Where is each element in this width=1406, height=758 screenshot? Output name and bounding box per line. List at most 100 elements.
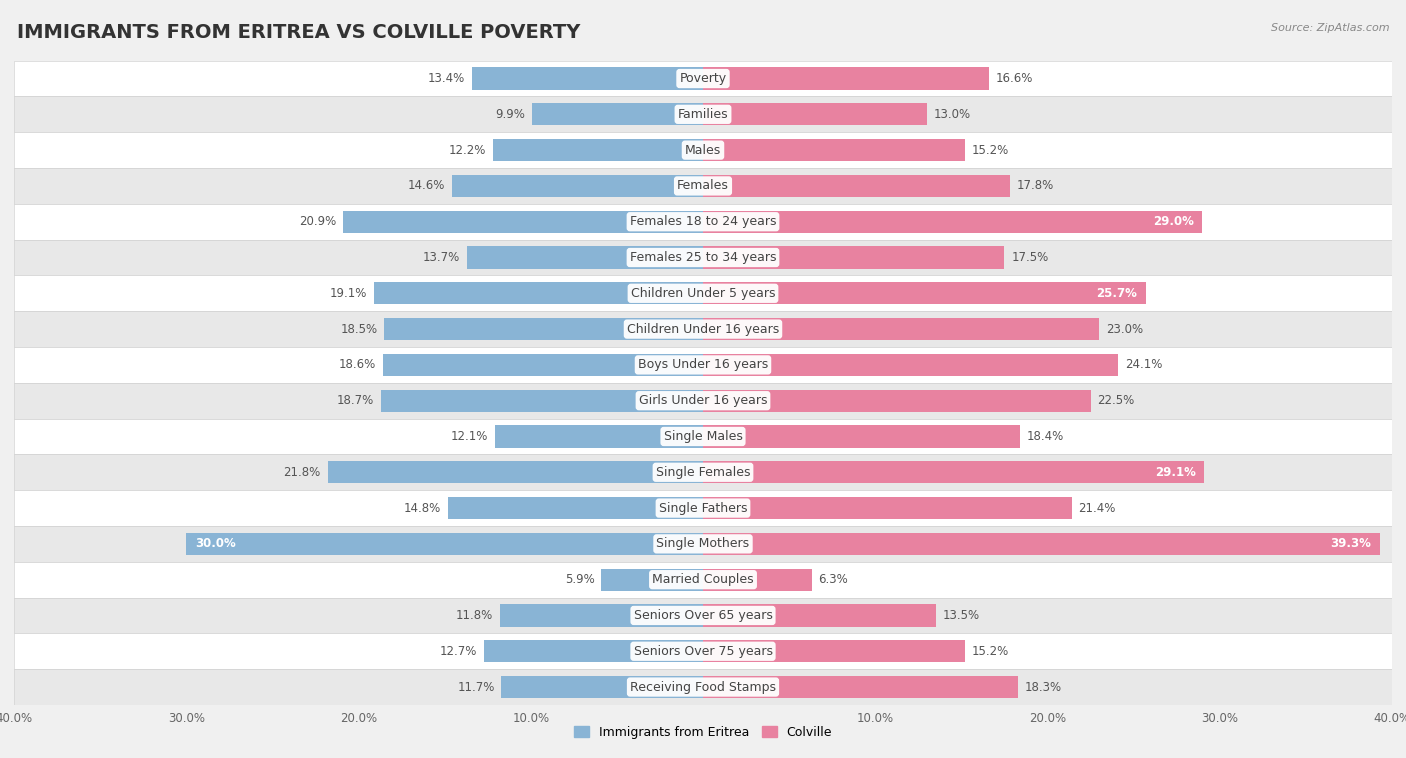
Text: Seniors Over 75 years: Seniors Over 75 years bbox=[634, 645, 772, 658]
Bar bbox=[703, 461, 1204, 484]
Bar bbox=[14, 204, 1392, 240]
Bar bbox=[14, 96, 1392, 132]
Text: 24.1%: 24.1% bbox=[1125, 359, 1163, 371]
Bar bbox=[602, 568, 703, 590]
Text: 30.0%: 30.0% bbox=[195, 537, 236, 550]
Text: 5.9%: 5.9% bbox=[565, 573, 595, 586]
Bar bbox=[703, 425, 1019, 447]
Text: Receiving Food Stamps: Receiving Food Stamps bbox=[630, 681, 776, 694]
Text: Single Females: Single Females bbox=[655, 465, 751, 479]
Text: 12.7%: 12.7% bbox=[440, 645, 478, 658]
Text: 39.3%: 39.3% bbox=[1330, 537, 1371, 550]
Bar bbox=[703, 139, 965, 161]
Bar bbox=[703, 497, 1071, 519]
Bar bbox=[484, 641, 703, 662]
Text: IMMIGRANTS FROM ERITREA VS COLVILLE POVERTY: IMMIGRANTS FROM ERITREA VS COLVILLE POVE… bbox=[17, 23, 581, 42]
Bar bbox=[374, 282, 703, 305]
Text: Single Mothers: Single Mothers bbox=[657, 537, 749, 550]
Text: Married Couples: Married Couples bbox=[652, 573, 754, 586]
Bar bbox=[14, 526, 1392, 562]
Bar bbox=[703, 604, 935, 627]
Bar bbox=[703, 246, 1004, 268]
Text: 15.2%: 15.2% bbox=[972, 645, 1010, 658]
Text: Females: Females bbox=[678, 180, 728, 193]
Bar bbox=[14, 275, 1392, 312]
Bar bbox=[14, 61, 1392, 96]
Bar bbox=[533, 103, 703, 125]
Bar bbox=[703, 318, 1099, 340]
Bar bbox=[703, 175, 1010, 197]
Text: 18.4%: 18.4% bbox=[1026, 430, 1064, 443]
Text: 9.9%: 9.9% bbox=[496, 108, 526, 121]
Bar bbox=[703, 282, 1146, 305]
Bar bbox=[14, 312, 1392, 347]
Bar bbox=[494, 139, 703, 161]
Text: 19.1%: 19.1% bbox=[330, 287, 367, 300]
Text: Poverty: Poverty bbox=[679, 72, 727, 85]
Text: 16.6%: 16.6% bbox=[995, 72, 1033, 85]
Text: 13.0%: 13.0% bbox=[934, 108, 972, 121]
Text: Boys Under 16 years: Boys Under 16 years bbox=[638, 359, 768, 371]
Bar bbox=[14, 562, 1392, 597]
Bar bbox=[451, 175, 703, 197]
Text: 17.8%: 17.8% bbox=[1017, 180, 1053, 193]
Bar bbox=[472, 67, 703, 89]
Text: Families: Families bbox=[678, 108, 728, 121]
Bar bbox=[14, 597, 1392, 634]
Text: Children Under 16 years: Children Under 16 years bbox=[627, 323, 779, 336]
Bar bbox=[343, 211, 703, 233]
Bar bbox=[449, 497, 703, 519]
Bar bbox=[14, 132, 1392, 168]
Text: 11.7%: 11.7% bbox=[457, 681, 495, 694]
Text: 13.7%: 13.7% bbox=[423, 251, 460, 264]
Text: Children Under 5 years: Children Under 5 years bbox=[631, 287, 775, 300]
Text: Source: ZipAtlas.com: Source: ZipAtlas.com bbox=[1271, 23, 1389, 33]
Bar bbox=[502, 676, 703, 698]
Text: Single Males: Single Males bbox=[664, 430, 742, 443]
Bar bbox=[14, 634, 1392, 669]
Text: 23.0%: 23.0% bbox=[1107, 323, 1143, 336]
Bar bbox=[186, 533, 703, 555]
Text: 25.7%: 25.7% bbox=[1097, 287, 1137, 300]
Text: Single Fathers: Single Fathers bbox=[659, 502, 747, 515]
Text: Girls Under 16 years: Girls Under 16 years bbox=[638, 394, 768, 407]
Text: 11.8%: 11.8% bbox=[456, 609, 494, 622]
Text: 13.4%: 13.4% bbox=[427, 72, 465, 85]
Text: 12.1%: 12.1% bbox=[450, 430, 488, 443]
Bar bbox=[14, 168, 1392, 204]
Text: 14.6%: 14.6% bbox=[408, 180, 444, 193]
Text: 29.0%: 29.0% bbox=[1153, 215, 1194, 228]
Bar bbox=[703, 211, 1202, 233]
Bar bbox=[14, 418, 1392, 454]
Bar bbox=[328, 461, 703, 484]
Bar bbox=[499, 604, 703, 627]
Bar bbox=[467, 246, 703, 268]
Bar bbox=[14, 454, 1392, 490]
Bar bbox=[14, 240, 1392, 275]
Text: 17.5%: 17.5% bbox=[1011, 251, 1049, 264]
Text: 18.6%: 18.6% bbox=[339, 359, 375, 371]
Text: 20.9%: 20.9% bbox=[299, 215, 336, 228]
Text: Seniors Over 65 years: Seniors Over 65 years bbox=[634, 609, 772, 622]
Bar bbox=[14, 347, 1392, 383]
Bar bbox=[384, 318, 703, 340]
Bar bbox=[703, 533, 1379, 555]
Bar bbox=[14, 669, 1392, 705]
Text: 21.8%: 21.8% bbox=[284, 465, 321, 479]
Bar bbox=[14, 490, 1392, 526]
Text: 18.5%: 18.5% bbox=[340, 323, 377, 336]
Bar bbox=[703, 568, 811, 590]
Bar bbox=[14, 383, 1392, 418]
Bar bbox=[703, 390, 1091, 412]
Text: 18.3%: 18.3% bbox=[1025, 681, 1062, 694]
Bar bbox=[382, 354, 703, 376]
Bar bbox=[703, 641, 965, 662]
Text: 21.4%: 21.4% bbox=[1078, 502, 1116, 515]
Bar bbox=[703, 103, 927, 125]
Bar bbox=[381, 390, 703, 412]
Text: Males: Males bbox=[685, 143, 721, 157]
Text: 13.5%: 13.5% bbox=[942, 609, 980, 622]
Bar bbox=[703, 354, 1118, 376]
Text: 18.7%: 18.7% bbox=[337, 394, 374, 407]
Text: 29.1%: 29.1% bbox=[1154, 465, 1195, 479]
